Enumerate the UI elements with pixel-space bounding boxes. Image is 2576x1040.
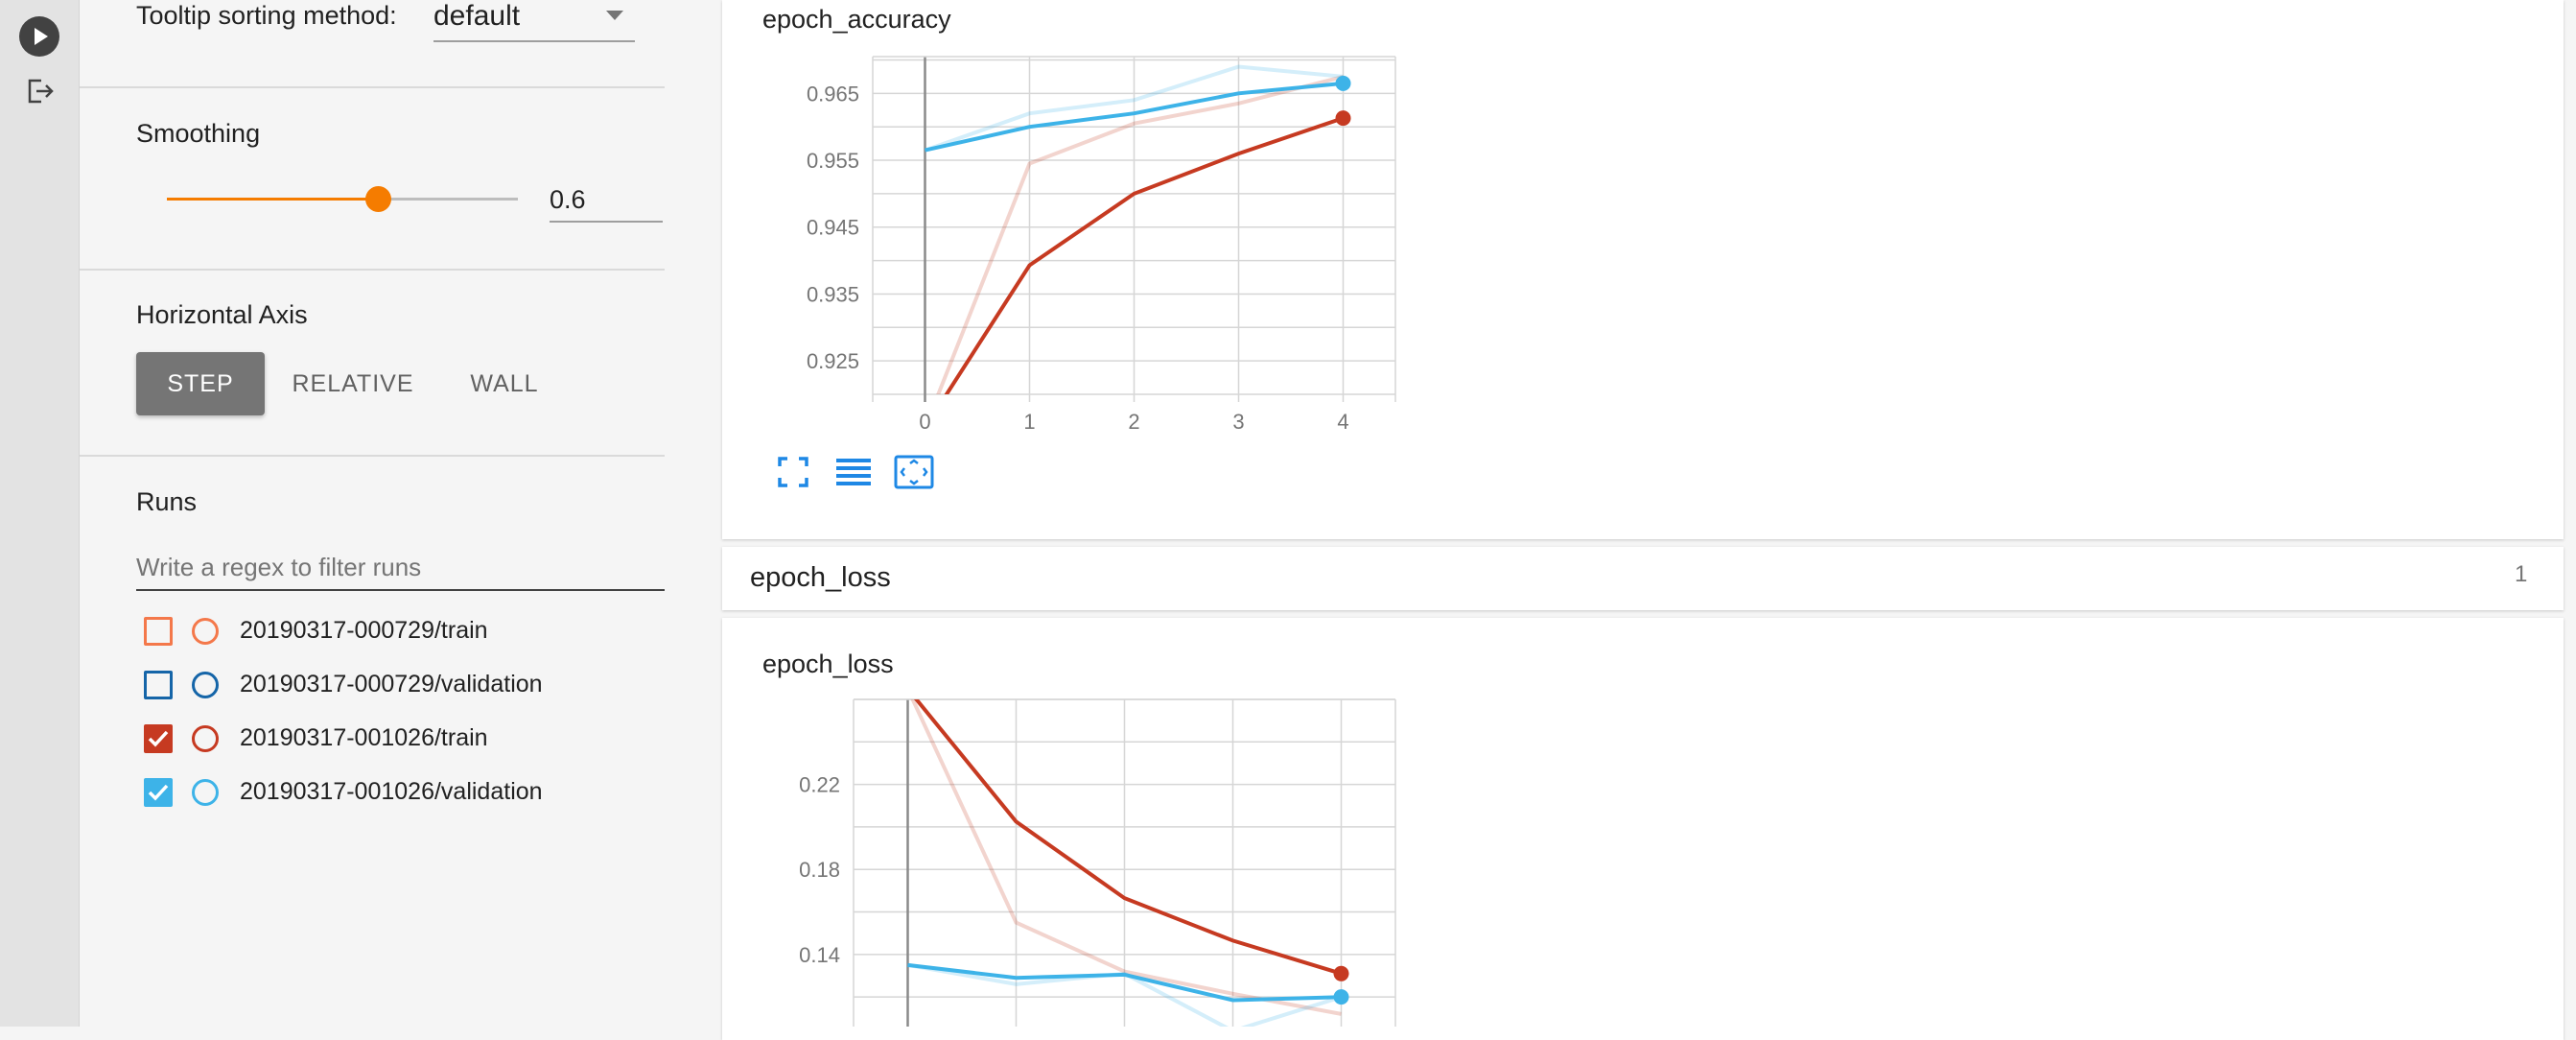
logout-icon[interactable] [26,77,55,106]
run-radio[interactable] [192,618,219,645]
y-tick-label: 0.945 [807,216,859,240]
fit-domain-icon[interactable] [893,451,935,493]
y-tick-label: 0.935 [807,282,859,306]
tooltip-sorting-label: Tooltip sorting method: [136,1,397,30]
run-item[interactable]: 20190317-000729/validation [144,669,681,707]
y-tick-label: 0.14 [799,943,840,967]
run-label: 20190317-001026/train [240,724,488,751]
series-raw-line [924,64,1344,153]
series-smoothed-line [944,116,1345,394]
group-title: epoch_loss [750,562,891,593]
series-smoothed-line [925,81,1344,153]
x-tick-label: 3 [1232,410,1244,434]
x-tick-label: 1 [1023,410,1035,434]
series-end-point [1333,965,1349,981]
group-count: 1 [2515,561,2528,587]
run-label: 20190317-000729/validation [240,671,543,697]
grid [872,56,1396,402]
series-smoothed-line [913,699,1343,976]
tooltip-sorting-value: default [433,0,521,32]
y-tick-label: 0.965 [807,82,859,106]
x-tick-label: 2 [1128,410,1139,434]
run-checkbox[interactable] [144,671,173,699]
grid [853,698,1396,1027]
series-end-point [1333,989,1349,1005]
x-tick-label: 4 [1337,410,1348,434]
divider [80,269,665,271]
divider [80,455,665,457]
run-checkbox[interactable] [144,724,173,753]
smoothing-slider[interactable] [167,186,518,212]
runs-label: Runs [136,487,198,516]
series-end-point [1335,110,1351,127]
relative-button[interactable]: RELATIVE [286,352,420,415]
series-raw-line [936,74,1344,394]
step-button[interactable]: STEP [136,352,265,415]
run-label: 20190317-000729/train [240,617,488,644]
series-end-point [1335,75,1351,91]
sidebar [80,0,722,1027]
y-tick-label: 0.925 [807,349,859,373]
run-checkbox[interactable] [144,617,173,646]
epoch-loss-group-header[interactable] [722,547,2564,610]
smoothing-input[interactable] [550,178,663,223]
y-tick-label: 0.955 [807,149,859,173]
run-item[interactable]: 20190317-000729/train [144,615,681,653]
y-tick-label: 0.22 [799,773,840,797]
smoothing-slider-thumb[interactable] [364,186,391,212]
data-table-icon[interactable] [832,451,875,493]
caret-down-icon [606,11,623,20]
left-icon-strip [0,0,80,1027]
smoothing-label: Smoothing [136,119,261,148]
smoothing-slider-fill [167,198,378,201]
wall-button[interactable]: WALL [453,352,556,415]
series-smoothed-line [907,962,1342,1003]
divider [80,86,665,88]
chart-title: epoch_loss [762,650,894,678]
run-item[interactable]: 20190317-001026/validation [144,776,681,815]
loss-chart[interactable]: 0.10.140.180.22 [786,686,1410,1027]
x-tick-label: 0 [919,410,930,434]
accuracy-chart[interactable]: 0.925 0.935 0.945 0.955 0.965 0 1 2 3 4 [786,43,1410,446]
run-item[interactable]: 20190317-001026/train [144,722,681,761]
tooltip-sorting-select[interactable]: default [433,0,635,42]
run-checkbox[interactable] [144,778,173,807]
run-radio[interactable] [192,725,219,752]
run-radio[interactable] [192,779,219,806]
run-radio[interactable] [192,672,219,698]
runs-filter-input[interactable] [136,545,665,591]
run-label: 20190317-001026/validation [240,778,543,805]
chart-title: epoch_accuracy [762,5,951,34]
horizontal-axis-label: Horizontal Axis [136,300,308,329]
play-icon[interactable] [19,16,59,57]
y-tick-label: 0.18 [799,858,840,882]
fullscreen-icon[interactable] [772,451,814,493]
